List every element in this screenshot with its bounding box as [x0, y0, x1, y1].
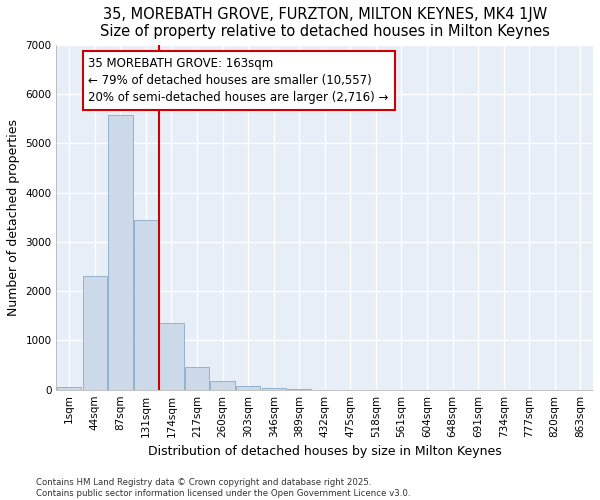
X-axis label: Distribution of detached houses by size in Milton Keynes: Distribution of detached houses by size …: [148, 445, 502, 458]
Bar: [108, 114, 133, 390]
Bar: [57, 387, 82, 390]
Title: 35, MOREBATH GROVE, FURZTON, MILTON KEYNES, MK4 1JW
Size of property relative to: 35, MOREBATH GROVE, FURZTON, MILTON KEYN…: [100, 7, 550, 40]
Bar: [211, 381, 235, 390]
Bar: [160, 323, 184, 390]
Y-axis label: Number of detached properties: Number of detached properties: [7, 118, 20, 316]
Bar: [83, 276, 107, 390]
Bar: [236, 386, 260, 390]
Bar: [185, 366, 209, 390]
Bar: [134, 220, 158, 390]
Text: Contains HM Land Registry data © Crown copyright and database right 2025.
Contai: Contains HM Land Registry data © Crown c…: [36, 478, 410, 498]
Bar: [262, 388, 286, 390]
Text: 35 MOREBATH GROVE: 163sqm
← 79% of detached houses are smaller (10,557)
20% of s: 35 MOREBATH GROVE: 163sqm ← 79% of detac…: [88, 57, 389, 104]
